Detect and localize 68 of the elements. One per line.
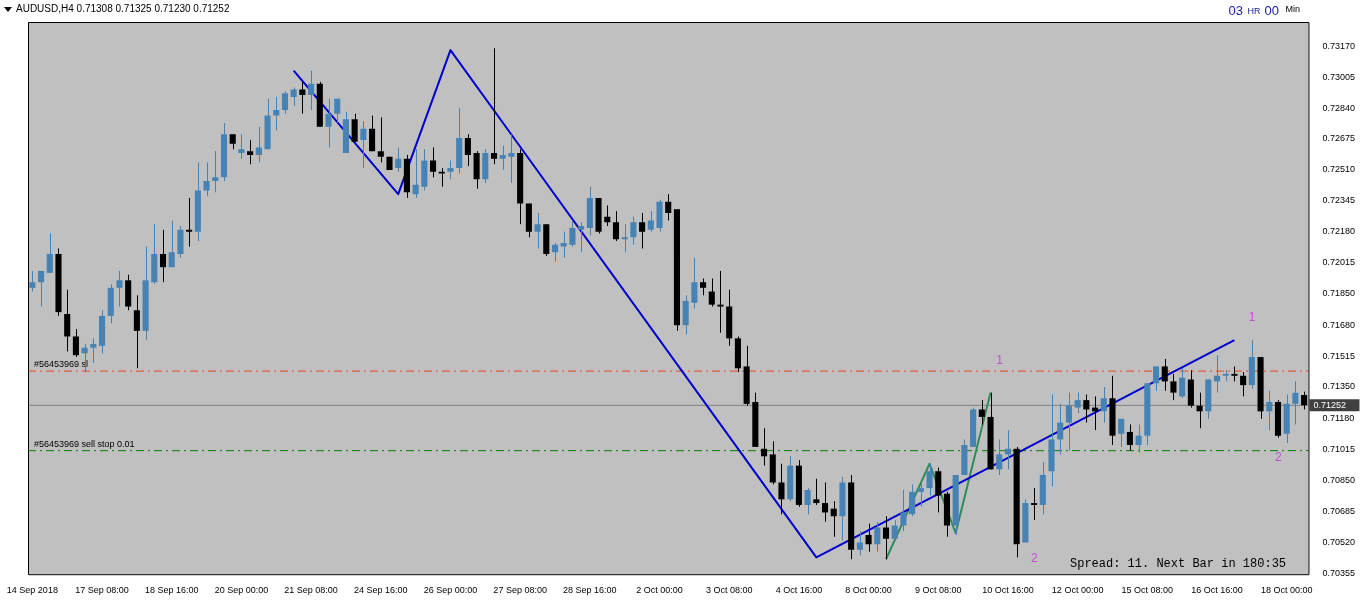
y-tick-label: 0.73170	[1322, 40, 1356, 51]
x-tick-label: 18 Sep 16:00	[144, 585, 199, 596]
x-tick-label: 8 Oct 00:00	[845, 585, 892, 596]
candlestick	[447, 160, 454, 180]
candlestick	[438, 167, 445, 188]
y-tick-label: 0.71680	[1322, 319, 1356, 330]
y-tick-label: 0.71180	[1322, 413, 1355, 424]
x-tick-label: 26 Sep 00:00	[423, 585, 478, 596]
x-tick-label: 24 Sep 16:00	[354, 585, 408, 596]
y-tick-label: 0.72015	[1322, 257, 1356, 268]
x-tick-label: 9 Oct 08:00	[915, 585, 962, 596]
y-tick-label: 0.72675	[1322, 133, 1356, 144]
y-tick-label: 0.73005	[1322, 71, 1356, 82]
x-tick-label: 3 Oct 08:00	[705, 585, 753, 596]
x-tick-label: 28 Sep 16:00	[563, 585, 617, 596]
y-tick-label: 0.71515	[1322, 350, 1356, 361]
x-tick-label: 16 Oct 16:00	[1191, 585, 1243, 596]
text: HR	[1247, 6, 1261, 16]
y-tick-label: 0.71015	[1322, 444, 1356, 455]
y-tick-label: 0.72345	[1322, 195, 1356, 206]
candlestick	[778, 463, 785, 515]
text: 00	[1264, 3, 1279, 18]
y-tick-label: 0.70850	[1322, 475, 1356, 486]
y-tick-label: 0.70355	[1322, 567, 1356, 578]
y-tick-label: 0.70685	[1322, 505, 1356, 516]
x-tick-label: 14 Sep 2018	[6, 585, 58, 596]
ref-line-label: 0.71252	[1313, 399, 1347, 410]
candlestick	[386, 156, 393, 171]
ref-line-label: #56453969 sell stop 0.01	[34, 438, 135, 449]
y-tick-label: 0.70520	[1322, 536, 1356, 547]
x-tick-label: 12 Oct 00:00	[1051, 585, 1104, 596]
x-tick-label: 27 Sep 08:00	[493, 585, 547, 596]
candlestick	[621, 223, 628, 253]
y-tick-label: 0.71850	[1322, 287, 1356, 298]
y-tick-label: 0.72180	[1322, 226, 1356, 237]
candlestick	[116, 270, 123, 308]
x-tick-label: 18 Oct 00:00	[1260, 585, 1313, 596]
x-tick-label: 17 Sep 08:00	[75, 585, 129, 596]
x-tick-label: 10 Oct 16:00	[982, 585, 1034, 596]
candlestick	[55, 248, 62, 317]
candlestick	[1170, 373, 1177, 401]
candlestick	[717, 270, 724, 334]
candlestick	[186, 197, 193, 248]
x-tick-label: 21 Sep 08:00	[284, 585, 338, 596]
x-tick-label: 4 Oct 16:00	[775, 585, 823, 596]
candlestick	[325, 98, 332, 148]
candlestick	[264, 98, 271, 150]
candlestick	[1231, 365, 1238, 382]
x-tick-label: 2 Oct 00:00	[636, 585, 683, 596]
annotation: 1	[1248, 309, 1256, 324]
candlestick	[987, 392, 994, 470]
x-tick-label: 15 Oct 08:00	[1121, 585, 1174, 596]
candlestick	[656, 199, 663, 233]
text: 03	[1228, 3, 1243, 18]
chart-title: AUDUSD,H4 0.71308 0.71325 0.71230 0.71252	[16, 3, 230, 14]
annotation: 2	[1031, 551, 1038, 566]
annotation: 2	[1274, 450, 1282, 465]
text: Min	[1282, 4, 1303, 14]
y-tick-label: 0.71350	[1322, 381, 1356, 392]
y-tick-label: 0.72510	[1322, 164, 1356, 175]
annotation: 1	[996, 352, 1003, 367]
y-tick-label: 0.72840	[1322, 102, 1356, 113]
candlestick	[1222, 369, 1229, 382]
candlestick	[1109, 375, 1116, 446]
annotation: Spread: 11. Next Bar in 180:35	[1070, 557, 1287, 572]
candlestick	[1048, 394, 1055, 487]
candlestick	[1031, 487, 1038, 521]
x-tick-label: 20 Sep 00:00	[214, 585, 269, 596]
